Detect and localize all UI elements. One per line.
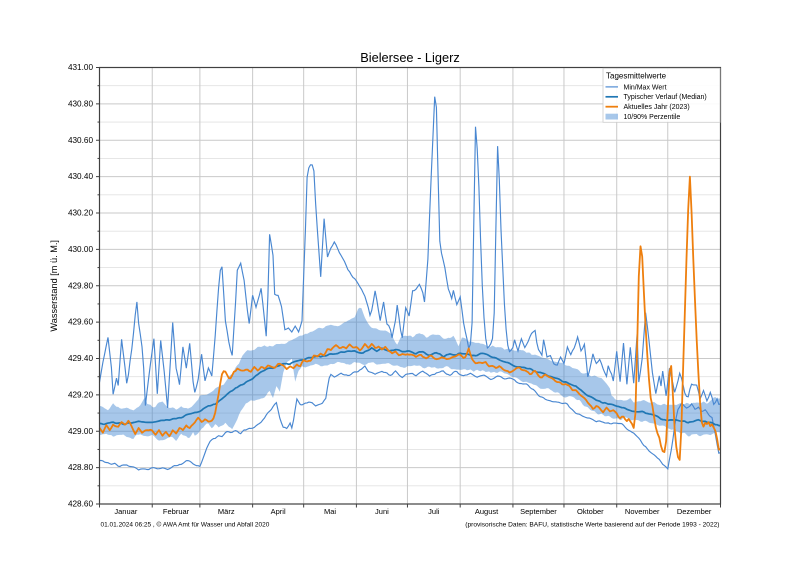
svg-text:430.00: 430.00 [68,245,93,254]
svg-text:Oktober: Oktober [577,507,604,516]
svg-text:428.60: 428.60 [68,500,93,509]
svg-text:429.60: 429.60 [68,318,93,327]
svg-text:Mai: Mai [324,507,336,516]
svg-text:Typischer Verlauf (Median): Typischer Verlauf (Median) [624,94,707,101]
svg-text:November: November [625,507,660,516]
svg-text:April: April [271,507,286,516]
svg-text:01.01.2024 06:25 , © AWA Amt f: 01.01.2024 06:25 , © AWA Amt für Wasser … [101,521,270,529]
svg-text:Januar: Januar [114,507,137,516]
svg-text:429.00: 429.00 [68,427,93,436]
svg-text:August: August [475,507,499,516]
svg-text:Februar: Februar [163,507,190,516]
svg-text:Tagesmittelwerte: Tagesmittelwerte [606,71,667,80]
svg-text:430.80: 430.80 [68,99,93,108]
svg-text:429.20: 429.20 [68,390,93,399]
svg-text:Juli: Juli [428,507,440,516]
svg-text:Min/Max Wert: Min/Max Wert [624,84,667,91]
svg-text:429.40: 429.40 [68,354,93,363]
svg-text:Aktuelles Jahr (2023): Aktuelles Jahr (2023) [624,104,690,111]
svg-text:431.00: 431.00 [68,63,93,72]
svg-text:(provisorische Daten: BAFU, st: (provisorische Daten: BAFU, statistische… [465,522,719,529]
svg-text:September: September [520,507,557,516]
svg-text:430.20: 430.20 [68,209,93,218]
svg-text:Wasserstand [m ü. M.]: Wasserstand [m ü. M.] [49,240,59,332]
svg-text:März: März [218,507,235,516]
svg-text:430.40: 430.40 [68,172,93,181]
svg-text:429.80: 429.80 [68,281,93,290]
svg-text:10/90% Perzentile: 10/90% Perzentile [624,114,681,121]
svg-text:Dezember: Dezember [677,507,712,516]
svg-text:428.80: 428.80 [68,463,93,472]
svg-text:430.60: 430.60 [68,136,93,145]
svg-text:Juni: Juni [375,507,389,516]
svg-text:Bielersee - Ligerz: Bielersee - Ligerz [360,50,460,65]
